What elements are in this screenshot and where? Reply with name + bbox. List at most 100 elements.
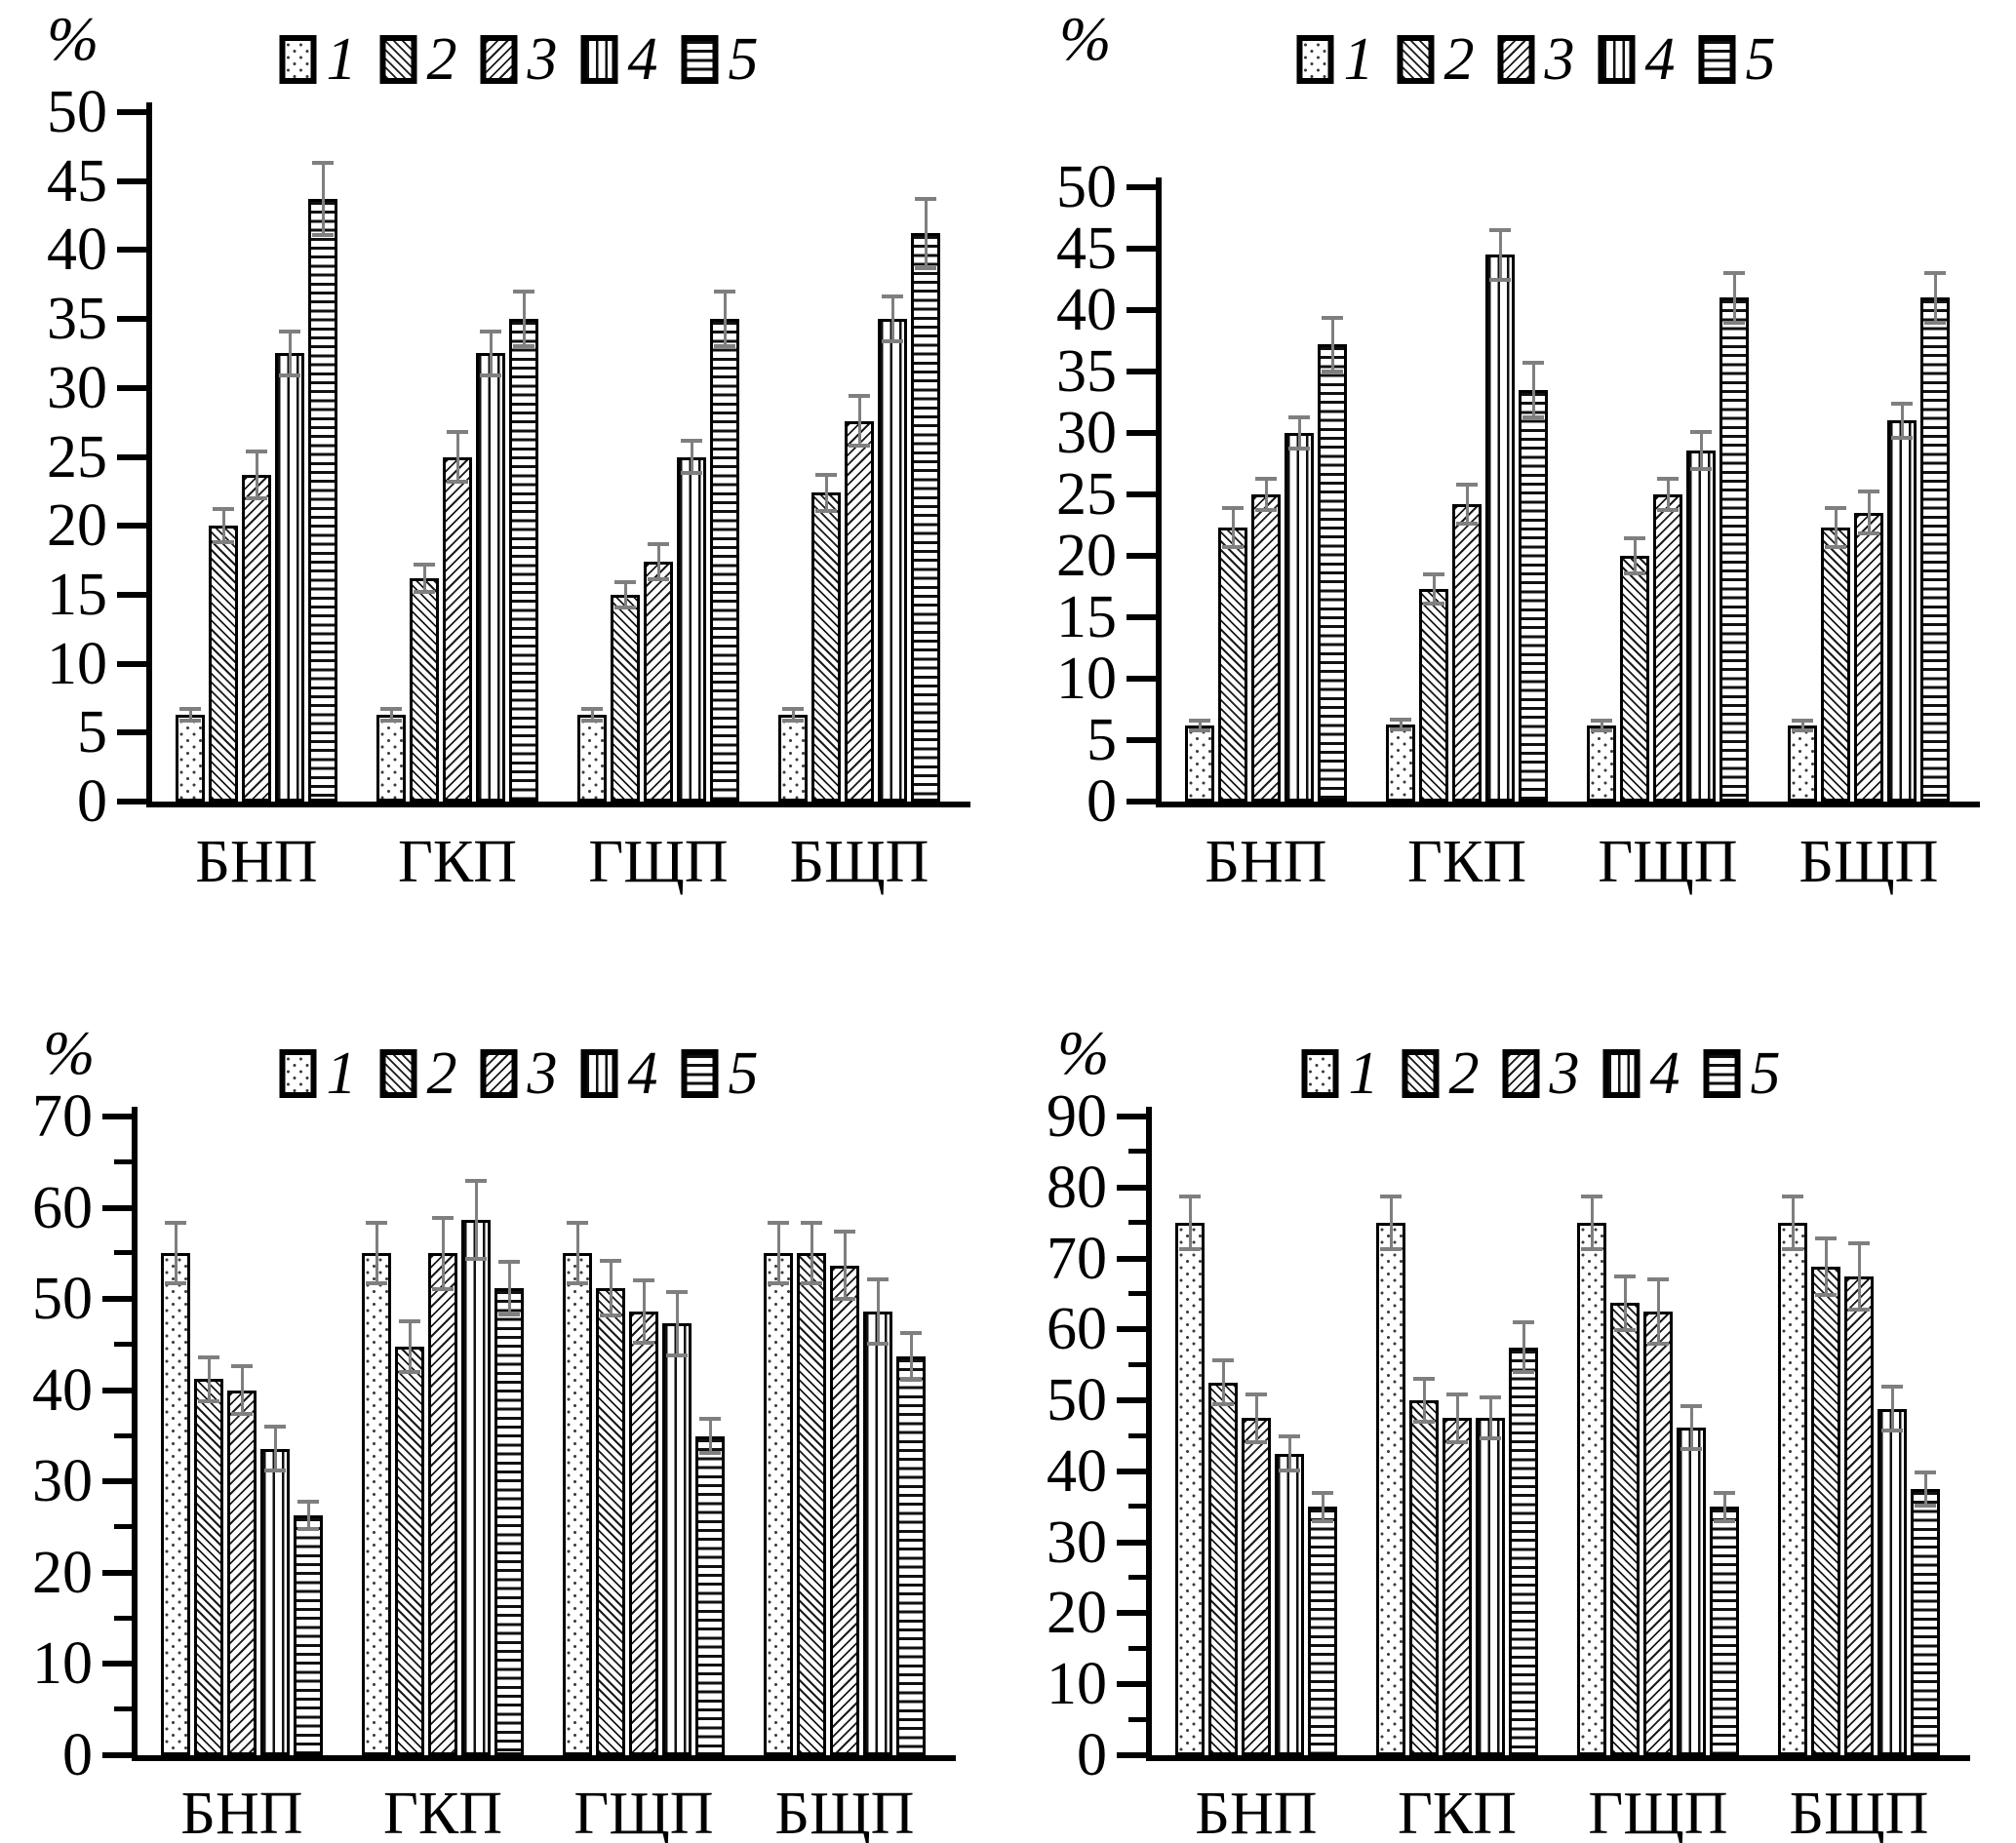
bar-ГКП-series-4 (1476, 1418, 1505, 1755)
bar-ГЩП-series-4 (662, 1323, 692, 1755)
error-bar-stem (609, 1260, 613, 1315)
error-bar-cap-bottom (1680, 1446, 1702, 1451)
error-bar-cap-top (366, 1221, 387, 1226)
category-label-БНП: БНП (195, 829, 318, 895)
error-bar-cap-bottom (312, 232, 334, 237)
error-bar-cap-bottom (849, 444, 870, 449)
error-bar-cap-bottom (915, 265, 936, 270)
category-label-ГЩП: ГЩП (573, 1781, 714, 1843)
error-bar-cap-top (714, 289, 735, 294)
bar-ГЩП-series-3 (1643, 1312, 1673, 1755)
legend-label: 3 (527, 1040, 558, 1107)
error-bar-stem (455, 432, 459, 482)
bar-ГЩП-series-5 (1710, 1507, 1739, 1755)
error-bar-stem (221, 509, 225, 543)
error-bar-stem (1389, 1196, 1393, 1250)
error-bar-stem (708, 1418, 712, 1454)
error-bar-cap-bottom (867, 1341, 889, 1346)
category-label-БНП: БНП (180, 1781, 303, 1843)
error-bar-cap-top (1690, 429, 1712, 434)
error-bar-stem (776, 1223, 780, 1284)
bar-БЩП-series-1 (764, 1253, 793, 1755)
y-minor-tick (1128, 1432, 1148, 1438)
error-bar-stem (273, 1427, 277, 1471)
error-bar-stem (389, 709, 393, 721)
category-label-БЩП: БЩП (1789, 1781, 1929, 1843)
legend-label: 3 (1544, 26, 1575, 93)
error-bar-cap-bottom (498, 1313, 520, 1317)
bar-ГКП-series-2 (410, 577, 439, 802)
error-bar-stem (1399, 719, 1403, 729)
bar-БЩП-series-1 (778, 714, 808, 802)
legend-label: 5 (1745, 26, 1776, 93)
bar-БНП-series-2 (1208, 1382, 1238, 1755)
error-bar-cap-top (1591, 718, 1612, 723)
error-bar-cap-bottom (1624, 570, 1645, 575)
error-bar-stem (575, 1223, 579, 1284)
y-tick-label: 20 (1056, 523, 1117, 589)
legend-swatch-horizontal-icon (681, 1049, 719, 1098)
error-bar-stem (288, 331, 292, 376)
bar-ГКП-series-2 (395, 1346, 424, 1755)
y-tick-label: 30 (1056, 400, 1117, 466)
error-bar-cap-bottom (815, 508, 837, 513)
bar-ГКП-series-1 (376, 714, 406, 802)
bar-БЩП-series-3 (1854, 512, 1883, 802)
error-bar-cap-bottom (264, 1469, 286, 1473)
error-bar-cap-top (1212, 1358, 1234, 1363)
bar-БЩП-series-4 (1887, 420, 1917, 802)
error-bar-cap-bottom (1279, 1469, 1300, 1473)
error-bar-cap-bottom (480, 373, 501, 378)
y-axis-unit-label: % (43, 1018, 96, 1087)
y-tick (1127, 799, 1159, 804)
error-bar-cap-bottom (1189, 727, 1210, 732)
bar-БЩП-series-5 (1920, 297, 1950, 802)
y-tick-label: 10 (1056, 646, 1117, 712)
error-bar-cap-top (768, 1221, 789, 1226)
error-bar-stem (1900, 403, 1904, 439)
y-tick (1127, 184, 1159, 190)
y-tick (117, 384, 149, 391)
legend-swatch-diag-up-icon (480, 1049, 518, 1098)
legend-item-1: 1 (279, 1043, 357, 1104)
legend-swatch-diag-down-icon (379, 1049, 417, 1098)
error-bar-cap-bottom (699, 1451, 721, 1456)
category-label-БНП: БНП (1205, 829, 1327, 895)
category-label-БНП: БНП (1195, 1781, 1318, 1843)
error-bar-stem (642, 1280, 646, 1344)
y-tick-label: 45 (1056, 216, 1117, 282)
legend-swatch-vertical-icon (580, 1049, 618, 1098)
bar-ГКП-series-3 (1443, 1418, 1472, 1755)
error-bar-cap-top (648, 541, 669, 546)
legend-label: 3 (1549, 1040, 1580, 1107)
y-tick-label: 90 (1047, 1083, 1107, 1150)
error-bar-cap-top (513, 289, 534, 294)
bar-ГКП-series-5 (509, 319, 538, 802)
error-bar-cap-bottom (1657, 508, 1679, 513)
error-bar-stem (441, 1217, 445, 1289)
error-bar-stem (1488, 1397, 1492, 1439)
error-bar-cap-bottom (1848, 1307, 1870, 1312)
bar-ГЩП-series-4 (1677, 1427, 1706, 1755)
error-bar-stem (207, 1357, 211, 1401)
category-label-БЩП: БЩП (1799, 829, 1939, 895)
y-tick (117, 247, 149, 254)
error-bar-cap-top (1179, 1195, 1201, 1199)
y-tick (1117, 1539, 1149, 1546)
error-bar-stem (1498, 230, 1502, 280)
bar-ГЩП-series-4 (1686, 450, 1716, 802)
y-tick-label: 40 (1056, 277, 1117, 343)
error-bar-cap-bottom (1222, 545, 1244, 550)
error-bar-cap-bottom (1690, 466, 1712, 471)
bar-БЩП-series-2 (1821, 528, 1850, 802)
y-tick (1127, 491, 1159, 497)
error-bar-stem (843, 1231, 847, 1300)
error-bar-stem (1221, 1360, 1225, 1405)
error-bar-cap-top (1413, 1377, 1435, 1382)
error-bar-cap-bottom (1456, 522, 1478, 527)
bar-ГКП-series-5 (1509, 1347, 1538, 1755)
bar-БНП-series-4 (1285, 433, 1314, 802)
error-bar-cap-bottom (1614, 1328, 1636, 1333)
legend-label: 1 (1348, 1040, 1379, 1107)
y-tick (1127, 307, 1159, 313)
